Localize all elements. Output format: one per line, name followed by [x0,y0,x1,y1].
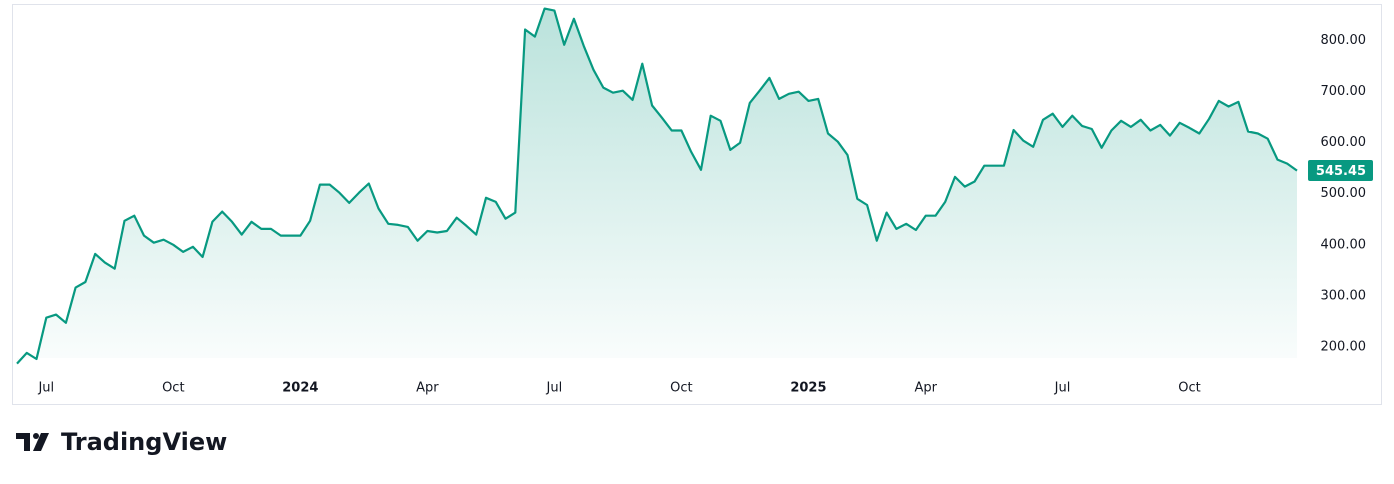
logo-dot [33,433,39,439]
price-line [16,7,1298,365]
brand-name: TradingView [61,428,227,456]
y-tick-label: 400.00 [1321,237,1367,252]
logo-mark [33,433,49,451]
y-tick-label: 700.00 [1321,84,1367,99]
x-tick-label: Oct [1178,381,1200,396]
x-tick-label: Oct [162,381,184,396]
y-tick-label: 800.00 [1321,33,1367,48]
chart-frame [12,4,1382,405]
y-tick-label: 500.00 [1321,186,1367,201]
x-tick-label: 2024 [282,381,318,396]
area-fill [17,8,1297,364]
brand-logo: TradingView [16,428,227,456]
x-tick-label: Apr [416,381,439,396]
x-tick-label: Jul [546,381,563,396]
y-tick-label: 200.00 [1321,339,1367,354]
logo-mark [16,433,30,451]
x-tick-label: Oct [670,381,692,396]
last-price-tag [1308,160,1373,182]
y-tick-label: 300.00 [1321,288,1367,303]
x-tick-label: Jul [1054,381,1071,396]
x-tick-label: Apr [914,381,937,396]
last-price-label: 545.45 [1316,164,1366,179]
x-tick-label: Jul [37,381,54,396]
x-tick-label: 2025 [790,381,826,396]
y-tick-label: 600.00 [1321,135,1367,150]
